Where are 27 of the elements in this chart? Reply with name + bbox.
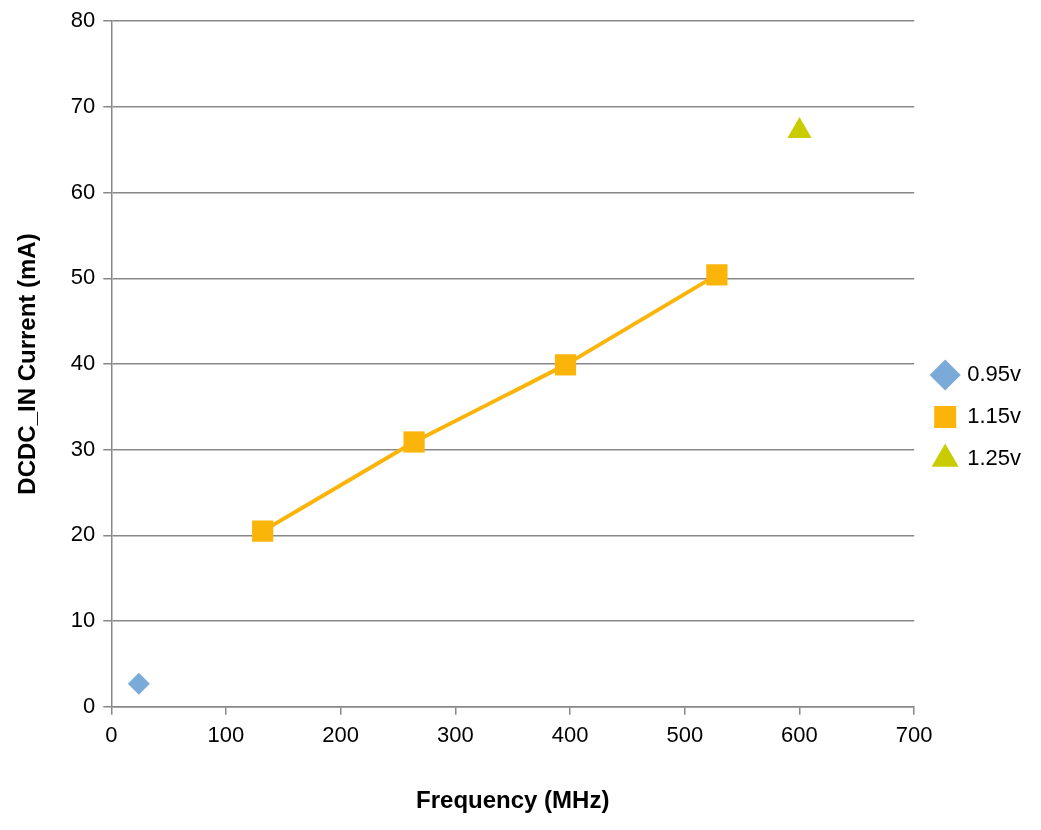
y-tick-label: 30 (70, 435, 96, 461)
x-axis-title: Frequency (MHz) (416, 786, 610, 814)
x-tick-label: 600 (781, 722, 818, 748)
y-tick-label: 10 (70, 607, 96, 633)
x-tick-label: 500 (666, 722, 704, 748)
y-axis-title: DCDC_IN Current (mA) (13, 233, 41, 495)
point (403, 431, 425, 453)
x-tick-label: 300 (437, 722, 474, 748)
point (127, 672, 150, 695)
y-tick-label: 80 (70, 7, 96, 33)
y-tick-label: 0 (83, 692, 96, 718)
legend-label: 1.15v (967, 403, 1022, 429)
point (706, 264, 728, 286)
point (554, 354, 577, 376)
y-tick-label: 40 (70, 350, 96, 376)
y-tick-label: 20 (70, 521, 96, 547)
x-tick-label: 700 (895, 722, 933, 748)
legend-label: 1.25v (967, 445, 1022, 471)
x-tick-label: 100 (207, 722, 245, 748)
y-tick-label: 60 (70, 178, 96, 204)
y-tick-label: 70 (70, 92, 96, 118)
legend-label: 0.95v (967, 361, 1022, 387)
y-tick-label: 50 (70, 264, 96, 290)
x-tick-label: 200 (322, 722, 360, 748)
point (252, 520, 274, 542)
x-tick-label: 400 (551, 722, 589, 748)
x-tick-label: 0 (105, 722, 118, 748)
